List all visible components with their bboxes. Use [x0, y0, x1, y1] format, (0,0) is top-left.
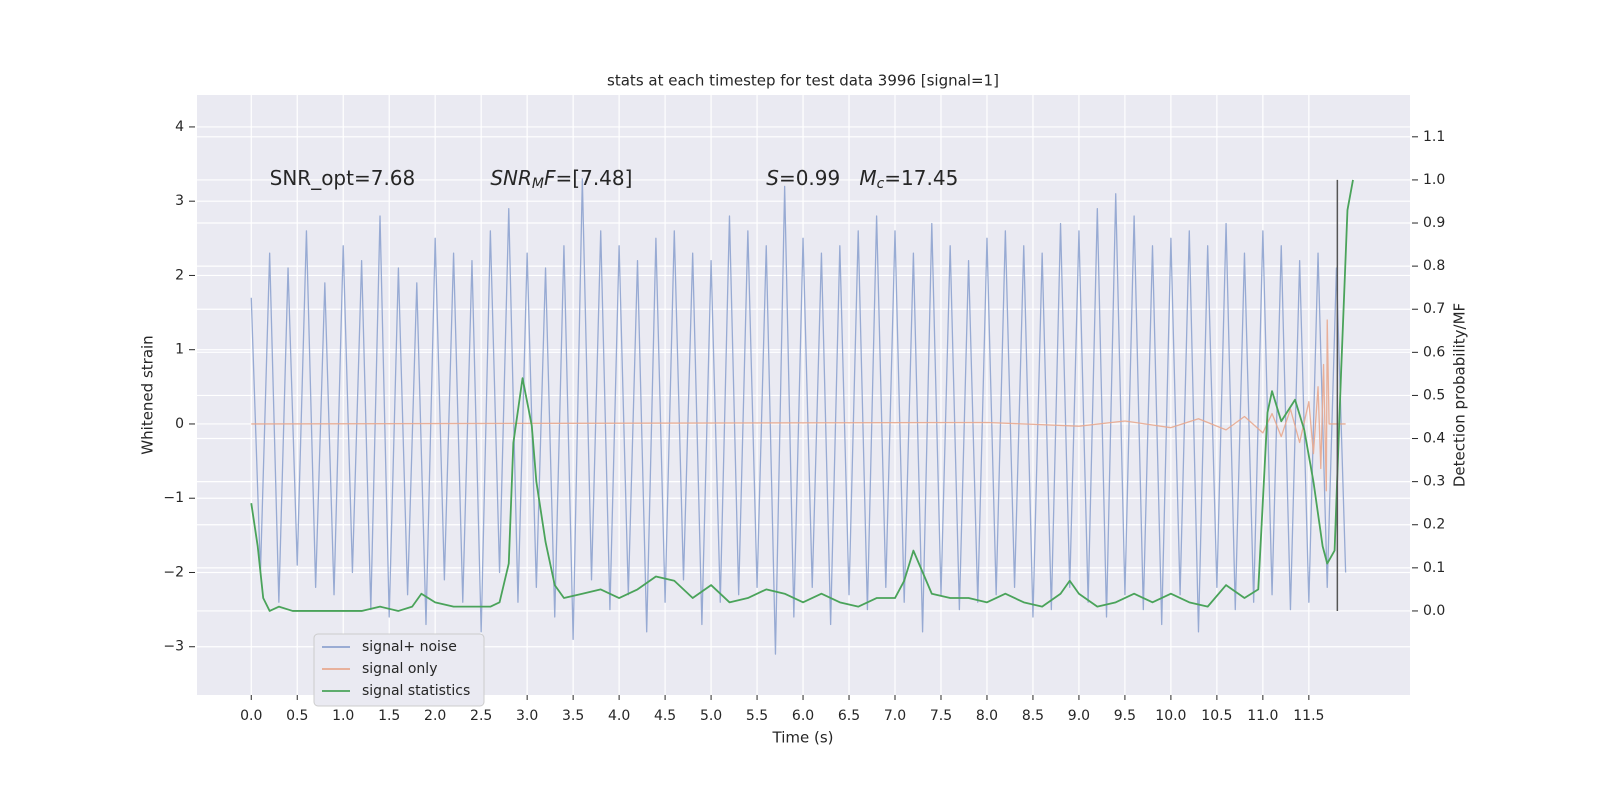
y-tick-label: −1 [163, 490, 184, 506]
annotation-part: =0.99 [779, 165, 859, 189]
y-tick-label: 1 [175, 342, 184, 358]
annotation: S=0.99 Mc=17.45 [766, 165, 958, 192]
y-tick-label: 3 [175, 193, 184, 209]
labels: 0.0 0.5 1.0 1.5 2.0 2.5 3.0 3.5 4.0 4.5 5.0 5.5 6.0 6… [163, 119, 1445, 724]
series-line [250, 178, 1347, 655]
legend-label: signal only [362, 661, 437, 677]
x-tick-label: 3.5 [562, 708, 584, 724]
annotation-part: S [766, 165, 779, 189]
y2-tick-label: 1.0 [1423, 172, 1445, 188]
y2-axis-label: Detection probability/MF [1451, 303, 1469, 487]
y-axis-label: Whitened strain [139, 335, 157, 454]
y2-tick-label: 0.2 [1423, 517, 1445, 533]
y2-tick-label: 0.7 [1423, 301, 1445, 317]
x-tick-label: 0.5 [286, 708, 308, 724]
marks [250, 178, 1354, 655]
x-tick-label: 7.0 [884, 708, 906, 724]
annotation-part: SNR [490, 165, 532, 189]
annotation-part: SNR_opt=7.68 [270, 165, 416, 189]
annotation-part: =17.45 [884, 165, 958, 189]
x-tick-label: 8.0 [976, 708, 998, 724]
annotation-part: =[7.48] [556, 165, 633, 189]
legend: signal+ noise signal only signal statistic… [313, 633, 485, 707]
y2-tick-label: 0.0 [1423, 603, 1445, 619]
x-tick-label: 2.5 [470, 708, 492, 724]
x-axis-label: Time (s) [772, 729, 834, 747]
y-tick-label: 4 [175, 119, 184, 135]
legend-box [313, 633, 485, 707]
y-tick-label: 0 [175, 416, 184, 432]
x-tick-label: 1.5 [378, 708, 400, 724]
y-tick-label: −3 [163, 639, 184, 655]
x-tick-label: 5.0 [700, 708, 722, 724]
y2-tick-label: 0.8 [1423, 258, 1445, 274]
x-tick-label: 9.5 [1114, 708, 1136, 724]
y2-tick-label: 1.1 [1423, 129, 1445, 145]
x-tick-label: 4.0 [608, 708, 630, 724]
y2-tick-label: 0.3 [1423, 474, 1445, 490]
x-tick-label: 4.5 [654, 708, 676, 724]
y-tick-label: 2 [175, 267, 184, 283]
annotation: SNRMF=[7.48] [490, 165, 632, 192]
annotation-part: F [544, 165, 556, 189]
x-tick-label: 3.0 [516, 708, 538, 724]
series-line [251, 319, 1346, 492]
annotation-part: c [877, 176, 885, 192]
x-tick-label: 8.5 [1022, 708, 1044, 724]
x-tick-label: 6.0 [792, 708, 814, 724]
x-tick-label: 11.5 [1293, 708, 1324, 724]
y2-tick-label: 0.5 [1423, 387, 1445, 403]
y-tick-label: −2 [163, 564, 184, 580]
x-tick-label: 10.0 [1155, 708, 1186, 724]
y2-tick-label: 0.9 [1423, 215, 1445, 231]
x-tick-label: 10.5 [1201, 708, 1232, 724]
y2-tick-label: 0.6 [1423, 344, 1445, 360]
x-tick-label: 0.0 [240, 708, 262, 724]
y2-tick-label: 0.4 [1423, 431, 1445, 447]
x-tick-label: 1.0 [332, 708, 354, 724]
annotation-part: M [532, 176, 544, 192]
chart-title: stats at each timestep for test data 399… [607, 72, 999, 90]
y2-tick-label: 0.1 [1423, 560, 1445, 576]
x-tick-label: 9.0 [1068, 708, 1090, 724]
x-tick-label: 11.0 [1247, 708, 1278, 724]
legend-label: signal statistics [362, 683, 470, 699]
annotation-part: M [859, 165, 876, 189]
annotation: SNR_opt=7.68 [270, 165, 416, 189]
x-tick-label: 6.5 [838, 708, 860, 724]
x-tick-label: 7.5 [930, 708, 952, 724]
x-tick-label: 5.5 [746, 708, 768, 724]
series-line [250, 179, 1354, 612]
legend-label: signal+ noise [362, 639, 457, 655]
x-tick-label: 2.0 [424, 708, 446, 724]
